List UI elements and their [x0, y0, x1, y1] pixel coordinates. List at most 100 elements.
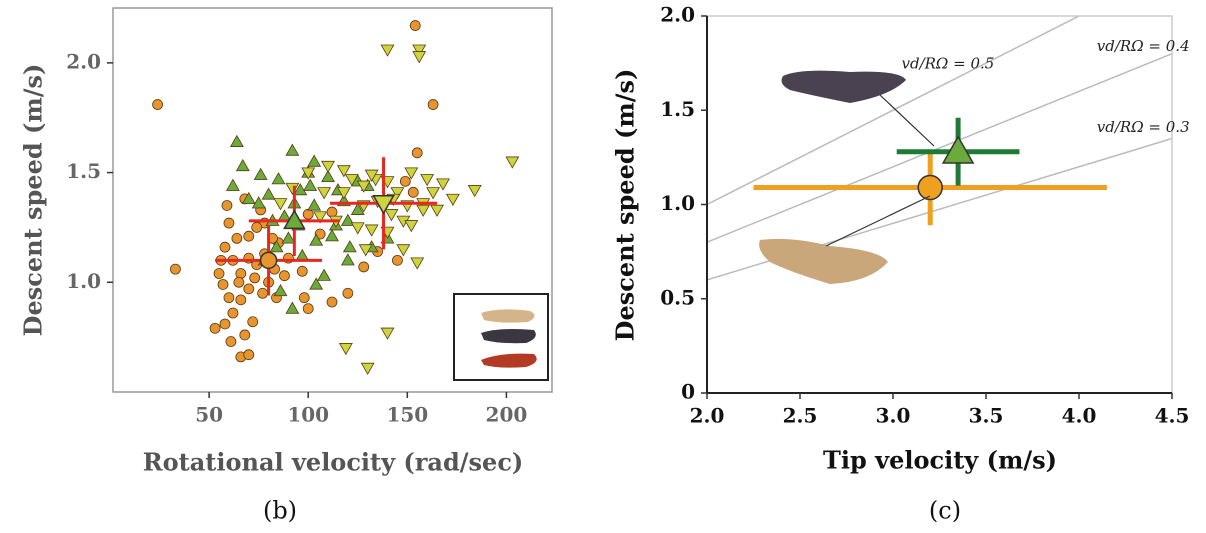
ratio-label: vd/RΩ = 0.5 — [902, 55, 995, 73]
point — [152, 99, 163, 110]
point — [249, 272, 261, 284]
x-tick-label: 2.5 — [783, 404, 818, 428]
point — [356, 180, 371, 193]
point — [416, 204, 431, 217]
point — [467, 185, 482, 198]
point — [358, 244, 373, 257]
point — [336, 187, 351, 200]
point — [261, 187, 276, 200]
legend-seed — [481, 309, 535, 323]
point — [407, 186, 419, 198]
point — [235, 158, 250, 172]
point — [247, 316, 259, 328]
point — [317, 187, 332, 200]
y-tick-label: 0 — [681, 380, 695, 404]
point — [384, 209, 399, 222]
point — [227, 307, 239, 319]
point — [360, 362, 375, 375]
ratio-label: vd/RΩ = 0.4 — [1097, 37, 1190, 55]
point — [396, 244, 411, 257]
point — [225, 336, 237, 347]
point — [296, 265, 308, 277]
point — [217, 279, 229, 290]
y-axis-title: Descent speed (m/s) — [19, 64, 48, 337]
point — [426, 187, 441, 200]
point — [404, 167, 419, 180]
legend-seed — [481, 329, 536, 344]
point — [273, 284, 288, 297]
point — [170, 263, 181, 275]
y-axis-title: Descent speed (m/s) — [611, 69, 640, 342]
point — [269, 240, 284, 253]
mean-marker — [372, 195, 395, 215]
point — [307, 198, 322, 211]
y-tick-label: 1.0 — [66, 269, 101, 293]
connector — [879, 94, 935, 147]
point — [338, 343, 353, 356]
subplot-label: (b) — [263, 497, 297, 525]
y-tick-label: 2.0 — [66, 49, 101, 73]
y-tick-label: 2.0 — [660, 3, 695, 27]
point — [223, 217, 235, 229]
point — [342, 240, 357, 253]
x-tick-label: 3.5 — [969, 404, 1004, 428]
point — [253, 167, 268, 180]
point — [364, 224, 379, 237]
ratio-line — [707, 16, 1081, 206]
y-tick-label: 0.5 — [660, 285, 695, 309]
point — [307, 154, 322, 167]
point — [340, 213, 355, 226]
point — [302, 303, 314, 315]
point — [243, 349, 255, 361]
point — [412, 51, 427, 64]
point — [233, 276, 245, 288]
point — [404, 220, 419, 233]
x-tick-label: 4.0 — [1062, 404, 1097, 428]
point — [257, 287, 269, 299]
x-tick-label: 100 — [287, 403, 329, 427]
point — [364, 169, 379, 182]
plot-frame — [112, 7, 553, 393]
point — [326, 296, 338, 308]
point — [231, 232, 243, 244]
mean-marker — [259, 251, 278, 270]
point — [285, 301, 300, 314]
y-tick-label: 1.0 — [660, 191, 695, 215]
x-tick-label: 200 — [486, 403, 528, 427]
mean-marker — [917, 174, 943, 201]
point — [279, 270, 290, 282]
point — [399, 175, 411, 187]
point — [251, 222, 263, 233]
point — [325, 229, 339, 242]
point — [445, 193, 460, 206]
point — [380, 44, 395, 57]
point — [358, 261, 370, 273]
point — [350, 222, 365, 235]
mean-marker — [283, 209, 306, 230]
point — [251, 196, 266, 209]
point — [380, 327, 395, 340]
x-tick-label: 150 — [386, 403, 428, 427]
point — [303, 178, 318, 191]
ratio-line — [707, 53, 1172, 243]
light-seed — [759, 238, 888, 284]
point — [436, 178, 450, 191]
dark-seed — [781, 70, 906, 103]
mean-marker — [941, 135, 975, 164]
point — [209, 322, 221, 334]
point — [213, 268, 225, 279]
point — [243, 230, 255, 242]
point — [298, 292, 310, 304]
x-tick-label: 4.5 — [1155, 404, 1190, 428]
point — [390, 187, 405, 200]
point — [350, 202, 365, 215]
point — [430, 204, 444, 217]
point — [326, 206, 338, 218]
point — [241, 191, 256, 204]
point — [225, 178, 240, 191]
point — [344, 174, 359, 187]
point — [293, 183, 308, 196]
point — [392, 254, 403, 266]
point — [302, 208, 314, 220]
